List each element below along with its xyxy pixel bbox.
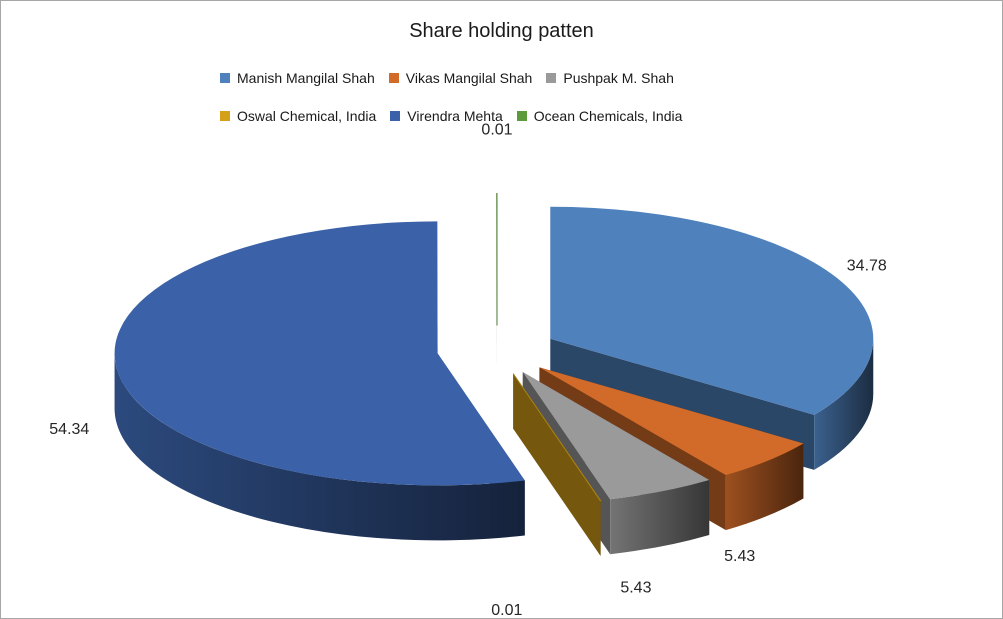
slice-outer-wall — [114, 353, 525, 541]
legend-label: Manish Mangilal Shah — [237, 70, 375, 86]
legend-swatch — [390, 111, 401, 121]
pie-slice — [114, 221, 525, 541]
legend-label: Pushpak M. Shah — [563, 70, 674, 86]
data-label: 0.01 — [481, 121, 512, 138]
data-label: 54.34 — [49, 421, 89, 438]
legend-swatch — [220, 111, 230, 121]
slice-outer-wall — [610, 479, 710, 555]
legend-item-vikas-mangilal-shah: Vikas Mangilal Shah — [388, 70, 533, 86]
slice-top-oswal-chemical-india — [512, 373, 602, 502]
slice-side-wall — [513, 373, 601, 556]
slice-top-vikas-mangilal-shah — [539, 367, 804, 476]
legend-swatch — [546, 73, 557, 83]
data-label: 5.43 — [724, 548, 755, 565]
legend-item-ocean-chemicals-india: Ocean Chemicals, India — [516, 108, 683, 124]
legend-row: Oswal Chemical, India Virendra Mehta Oce… — [220, 104, 820, 128]
legend-item-pushpak-m-shah: Pushpak M. Shah — [546, 70, 674, 86]
legend-label: Vikas Mangilal Shah — [405, 70, 533, 86]
legend-label: Virendra Mehta — [407, 108, 503, 124]
legend-item-manish-mangilal-shah: Manish Mangilal Shah — [220, 70, 375, 86]
legend-item-virendra-mehta: Virendra Mehta — [390, 108, 503, 124]
slice-top-manish-mangilal-shah — [550, 206, 874, 415]
slice-outer-wall — [814, 338, 874, 470]
slice-top-virendra-mehta — [114, 221, 525, 486]
legend-swatch — [516, 111, 527, 121]
slice-outer-wall — [725, 443, 804, 531]
legend: Manish Mangilal Shah Vikas Mangilal Shah… — [220, 66, 820, 142]
legend-swatch — [388, 73, 399, 83]
legend-label: Oswal Chemical, India — [237, 108, 377, 124]
slice-top-pushpak-m-shah — [522, 372, 710, 500]
chart-title: Share holding patten — [409, 20, 594, 42]
data-label: 5.43 — [620, 579, 651, 596]
legend-item-oswal-chemical-india: Oswal Chemical, India — [220, 108, 376, 124]
pie-slice — [512, 373, 602, 556]
data-label: 0.01 — [491, 602, 522, 619]
legend-row: Manish Mangilal Shah Vikas Mangilal Shah… — [220, 66, 820, 90]
legend-label: Ocean Chemicals, India — [533, 108, 683, 124]
data-label: 34.78 — [847, 257, 887, 274]
legend-swatch — [220, 73, 230, 83]
